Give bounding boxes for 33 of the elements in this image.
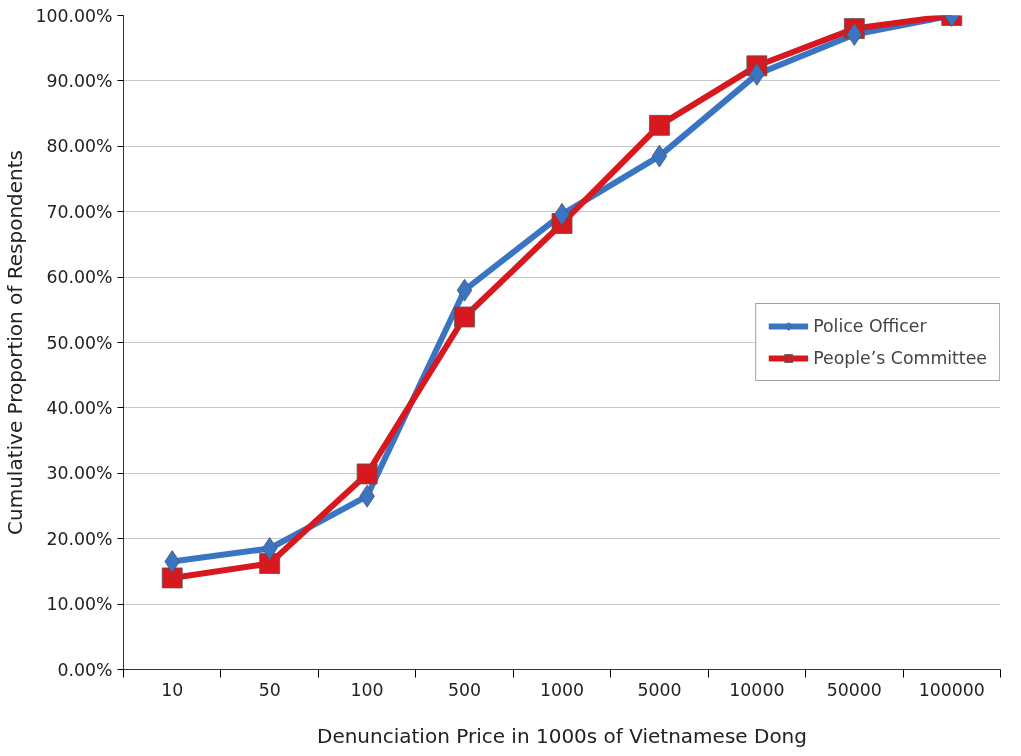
x-tick-label: 500: [448, 679, 482, 700]
x-tick-label: 10: [161, 679, 184, 700]
x-tick-label: 5000: [637, 679, 682, 700]
y-tick-label: 30.00%: [46, 463, 113, 484]
point: [454, 306, 475, 328]
x-tick-label: 100: [350, 679, 384, 700]
point: [161, 567, 183, 589]
y-axis-title: Cumulative Proportion of Respondents: [3, 150, 28, 535]
legend-label: People’s Committee: [813, 348, 987, 368]
y-tick-label: 80.00%: [46, 136, 113, 157]
point: [649, 114, 670, 136]
point: [651, 144, 668, 168]
x-tick-label: 50000: [826, 679, 882, 700]
y-tick-label: 0.00%: [57, 659, 113, 680]
legend-label: Police Officer: [813, 316, 927, 336]
x-tick-label: 100000: [918, 679, 985, 700]
y-tick-label: 100.00%: [35, 5, 113, 26]
y-tick-label: 40.00%: [46, 397, 113, 418]
x-axis-title: Denunciation Price in 1000s of Vietnamese Dong: [317, 723, 808, 748]
y-tick-label: 60.00%: [46, 267, 113, 288]
y-tick-label: 10.00%: [46, 594, 113, 615]
point: [456, 278, 473, 302]
point: [259, 553, 281, 574]
point: [261, 537, 278, 560]
x-tick-label: 50: [258, 679, 281, 700]
y-tick-label: 50.00%: [46, 332, 113, 353]
point: [356, 463, 378, 485]
x-tick-label: 1000: [539, 679, 585, 700]
y-tick-label: 90.00%: [46, 70, 113, 91]
y-tick-label: 70.00%: [46, 201, 113, 222]
y-tick-label: 20.00%: [46, 528, 113, 549]
point: [846, 23, 863, 46]
x-tick-label: 10000: [729, 679, 785, 700]
